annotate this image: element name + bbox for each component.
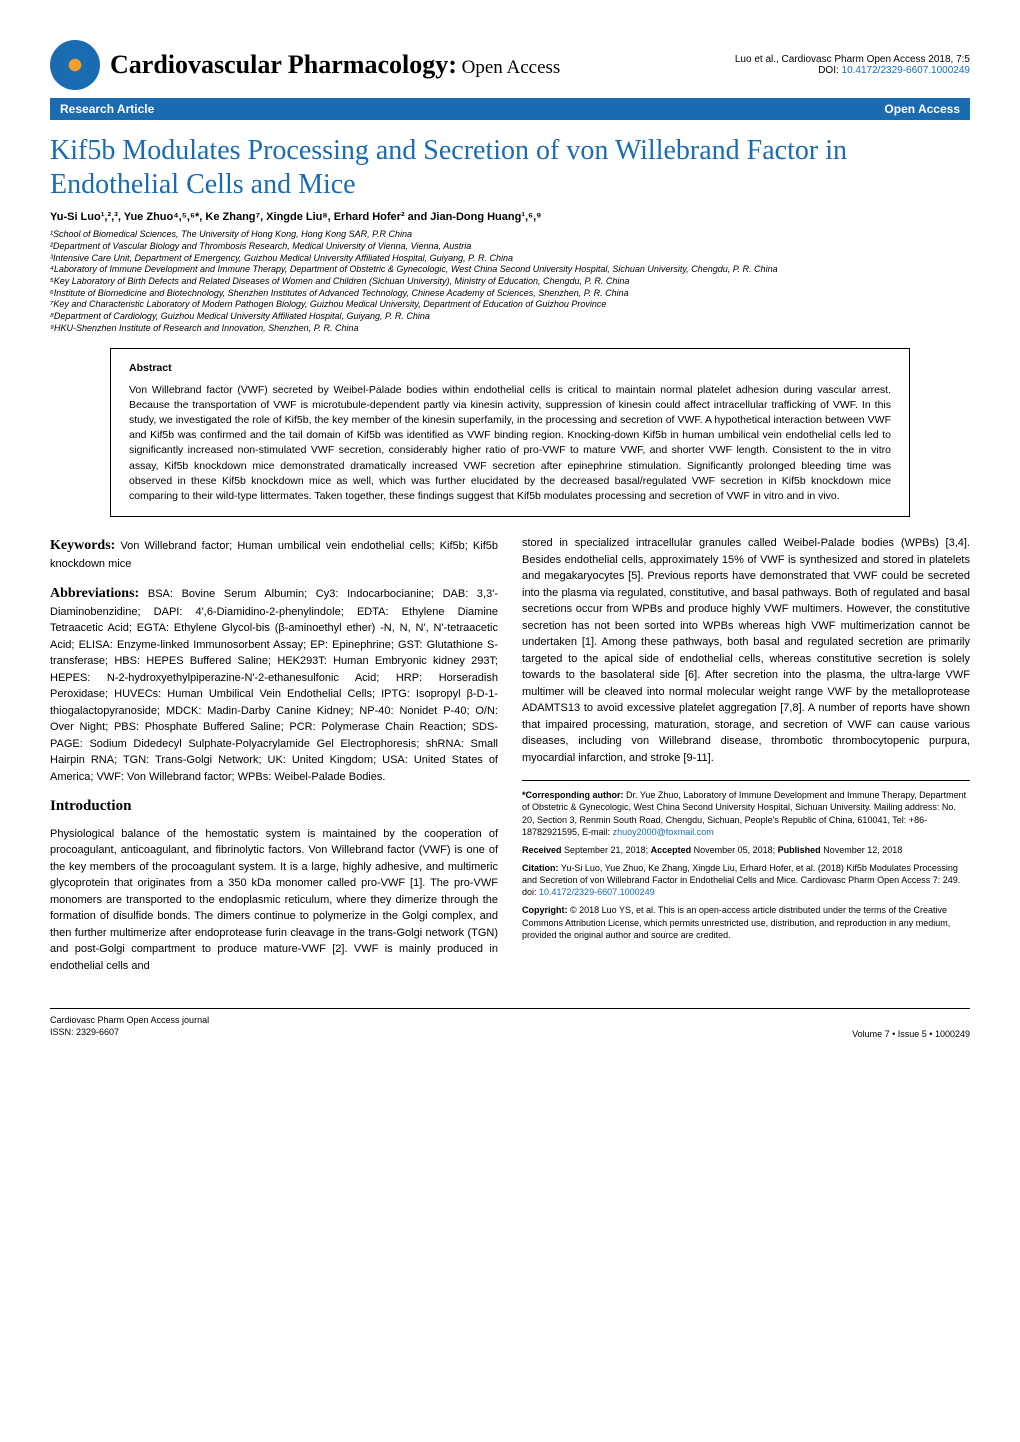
access-type: Open Access [884, 102, 960, 116]
journal-logo-icon [50, 40, 100, 90]
column-left: Keywords: Von Willebrand factor; Human u… [50, 535, 498, 984]
journal-title-block: Cardiovascular Pharmacology: Open Access [110, 50, 560, 80]
footer-journal-name: Cardiovasc Pharm Open Access journal [50, 1015, 209, 1027]
intro-paragraph-1: Physiological balance of the hemostatic … [50, 826, 498, 975]
copyright-label: Copyright: [522, 905, 568, 915]
doi-label: DOI: [818, 65, 841, 76]
received-text: September 21, 2018; [562, 845, 651, 855]
received-label: Received [522, 845, 562, 855]
affiliation: ⁴Laboratory of Immune Development and Im… [50, 264, 970, 276]
doi-row: DOI: 10.4172/2329-6607.1000249 [735, 65, 970, 76]
footer-volume-issue: Volume 7 • Issue 5 • 1000249 [852, 1029, 970, 1039]
page-container: Cardiovascular Pharmacology: Open Access… [0, 0, 1020, 1079]
affiliation: ³Intensive Care Unit, Department of Emer… [50, 253, 970, 265]
abbreviations-paragraph: Abbreviations: BSA: Bovine Serum Albumin… [50, 583, 498, 786]
abstract-text: Von Willebrand factor (VWF) secreted by … [129, 383, 891, 505]
journal-subtitle: Open Access [457, 57, 560, 78]
affiliation: ⁸Department of Cardiology, Guizhou Medic… [50, 311, 970, 323]
introduction-heading: Introduction [50, 795, 498, 818]
citation-doi-link[interactable]: 10.4172/2329-6607.1000249 [539, 887, 655, 897]
copyright-text: © 2018 Luo YS, et al. This is an open-ac… [522, 905, 950, 939]
affiliation: ¹School of Biomedical Sciences, The Univ… [50, 229, 970, 241]
corr-email-link[interactable]: zhuoy2000@foxmail.com [613, 827, 714, 837]
copyright-block: Copyright: © 2018 Luo YS, et al. This is… [522, 904, 970, 940]
accepted-label: Accepted [651, 845, 692, 855]
corresponding-author: *Corresponding author: Dr. Yue Zhuo, Lab… [522, 789, 970, 838]
affiliation: ²Department of Vascular Biology and Thro… [50, 241, 970, 253]
affiliation: ⁵Key Laboratory of Birth Defects and Rel… [50, 276, 970, 288]
abstract-box: Abstract Von Willebrand factor (VWF) sec… [110, 348, 910, 517]
accepted-text: November 05, 2018; [691, 845, 778, 855]
page-footer: Cardiovasc Pharm Open Access journal ISS… [50, 1008, 970, 1038]
section-bar: Research Article Open Access [50, 98, 970, 120]
corr-label: *Corresponding author: [522, 790, 624, 800]
keywords-text: Von Willebrand factor; Human umbilical v… [50, 540, 498, 570]
doi-link[interactable]: 10.4172/2329-6607.1000249 [842, 65, 970, 76]
keywords-paragraph: Keywords: Von Willebrand factor; Human u… [50, 535, 498, 573]
article-title: Kif5b Modulates Processing and Secretion… [50, 134, 970, 201]
column2-paragraph-1: stored in specialized intracellular gran… [522, 535, 970, 766]
authors-line: Yu-Si Luo¹,²,³, Yue Zhuo⁴,⁵,⁶*, Ke Zhang… [50, 211, 970, 223]
body-columns: Keywords: Von Willebrand factor; Human u… [50, 535, 970, 984]
keywords-label: Keywords: [50, 538, 115, 553]
footer-left: Cardiovasc Pharm Open Access journal ISS… [50, 1015, 209, 1038]
abbreviations-text: BSA: Bovine Serum Albumin; Cy3: Indocarb… [50, 588, 498, 783]
abbreviations-label: Abbreviations: [50, 586, 139, 601]
affiliation: ⁷Key and Characteristic Laboratory of Mo… [50, 299, 970, 311]
published-text: November 12, 2018 [821, 845, 903, 855]
column-right: stored in specialized intracellular gran… [522, 535, 970, 984]
citation-top: Luo et al., Cardiovasc Pharm Open Access… [735, 54, 970, 65]
affiliation: ⁶Institute of Biomedicine and Biotechnol… [50, 288, 970, 300]
footer-issn: ISSN: 2329-6607 [50, 1027, 209, 1039]
logo-title-group: Cardiovascular Pharmacology: Open Access [50, 40, 560, 90]
article-type: Research Article [60, 102, 154, 116]
affiliation: ⁹HKU-Shenzhen Institute of Research and … [50, 323, 970, 335]
dates-line: Received September 21, 2018; Accepted No… [522, 844, 970, 856]
header: Cardiovascular Pharmacology: Open Access… [50, 40, 970, 90]
citation-block: Citation: Yu-Si Luo, Yue Zhuo, Ke Zhang,… [522, 862, 970, 898]
header-right: Luo et al., Cardiovasc Pharm Open Access… [735, 54, 970, 76]
published-label: Published [778, 845, 821, 855]
journal-name: Cardiovascular Pharmacology: [110, 50, 457, 79]
abstract-heading: Abstract [129, 361, 891, 376]
correspondence-box: *Corresponding author: Dr. Yue Zhuo, Lab… [522, 780, 970, 941]
citation-label: Citation: [522, 863, 559, 873]
affiliations-block: ¹School of Biomedical Sciences, The Univ… [50, 229, 970, 334]
